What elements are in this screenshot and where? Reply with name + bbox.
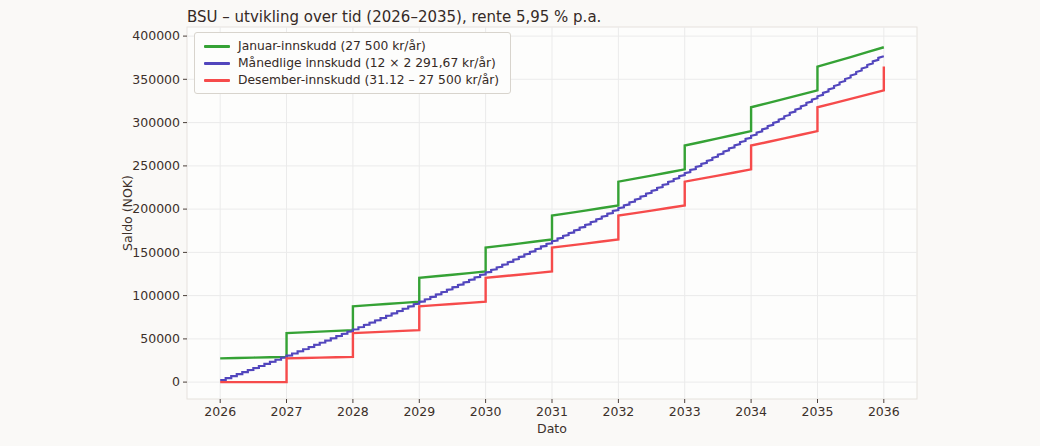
- legend: Januar-innskudd (27 500 kr/år) Månedlige…: [194, 32, 511, 94]
- y-tick-label: 250000: [132, 158, 180, 173]
- y-axis-label: Saldo (NOK): [120, 175, 135, 251]
- legend-line-swatch-januar: [204, 45, 230, 48]
- x-tick-label: 2033: [669, 404, 701, 419]
- x-tick-label: 2030: [470, 404, 502, 419]
- chart-title: BSU – utvikling over tid (2026–2035), re…: [187, 8, 601, 26]
- y-tick-label: 350000: [132, 72, 180, 87]
- legend-label-januar: Januar-innskudd (27 500 kr/år): [238, 39, 426, 53]
- x-tick-label: 2031: [536, 404, 568, 419]
- y-tick-label: 200000: [132, 201, 180, 216]
- plot-area: 2026 2027 2028 2029 2030 2031 2032 2033 2034 2035…: [0, 0, 1040, 446]
- legend-item-januar: Januar-innskudd (27 500 kr/år): [204, 39, 499, 53]
- x-tick-label: 2028: [337, 404, 369, 419]
- legend-label-manedlige: Månedlige innskudd (12 × 2 291,67 kr/år): [238, 56, 496, 70]
- x-tick-label: 2036: [868, 404, 900, 419]
- y-tick-label: 400000: [132, 28, 180, 43]
- legend-line-swatch-desember: [204, 79, 230, 82]
- y-tick-label: 150000: [132, 245, 180, 260]
- figure: 2026 2027 2028 2029 2030 2031 2032 2033 2034 2035…: [0, 0, 1040, 446]
- x-tick-label: 2035: [802, 404, 834, 419]
- y-tick-label: 0: [172, 374, 180, 389]
- legend-label-desember: Desember-innskudd (31.12 – 27 500 kr/år): [238, 73, 499, 87]
- legend-line-swatch-manedlige: [204, 62, 230, 65]
- x-axis-label: Dato: [537, 421, 567, 436]
- x-tick-label: 2027: [271, 404, 303, 419]
- y-tick-label: 100000: [132, 288, 180, 303]
- legend-item-manedlige: Månedlige innskudd (12 × 2 291,67 kr/år): [204, 56, 499, 70]
- x-tick-label: 2034: [735, 404, 767, 419]
- legend-item-desember: Desember-innskudd (31.12 – 27 500 kr/år): [204, 73, 499, 87]
- x-tick-label: 2029: [403, 404, 435, 419]
- x-tick-label: 2026: [204, 404, 236, 419]
- y-tick-label: 300000: [132, 115, 180, 130]
- y-tick-label: 50000: [140, 331, 180, 346]
- x-tick-label: 2032: [602, 404, 634, 419]
